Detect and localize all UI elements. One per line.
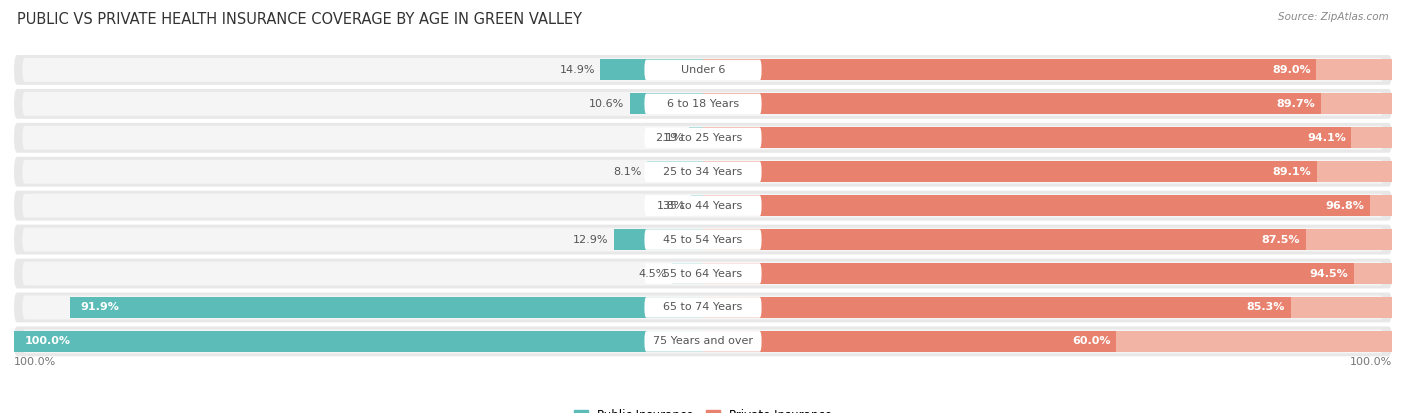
Bar xyxy=(690,195,703,216)
FancyBboxPatch shape xyxy=(644,93,762,114)
Text: 1.8%: 1.8% xyxy=(657,201,685,211)
Legend: Public Insurance, Private Insurance: Public Insurance, Private Insurance xyxy=(569,404,837,413)
Bar xyxy=(703,263,1392,284)
Bar xyxy=(703,331,1116,352)
Bar xyxy=(647,161,703,182)
Text: 94.1%: 94.1% xyxy=(1308,133,1346,143)
Bar xyxy=(703,127,1351,148)
Bar xyxy=(703,59,1392,81)
Bar xyxy=(703,331,1392,352)
Text: 2.1%: 2.1% xyxy=(655,133,683,143)
Text: 75 Years and over: 75 Years and over xyxy=(652,336,754,347)
FancyBboxPatch shape xyxy=(22,194,1384,218)
FancyBboxPatch shape xyxy=(644,229,762,250)
Text: 25 to 34 Years: 25 to 34 Years xyxy=(664,167,742,177)
FancyBboxPatch shape xyxy=(14,55,1392,85)
Text: 14.9%: 14.9% xyxy=(560,65,595,75)
Text: 100.0%: 100.0% xyxy=(24,336,70,347)
Bar xyxy=(14,331,703,352)
FancyBboxPatch shape xyxy=(14,225,1392,254)
FancyBboxPatch shape xyxy=(14,292,1392,323)
Text: 12.9%: 12.9% xyxy=(574,235,609,244)
Text: 100.0%: 100.0% xyxy=(1350,357,1392,368)
Text: 10.6%: 10.6% xyxy=(589,99,624,109)
FancyBboxPatch shape xyxy=(22,296,1384,319)
FancyBboxPatch shape xyxy=(644,195,762,216)
Bar xyxy=(600,59,703,81)
Text: Under 6: Under 6 xyxy=(681,65,725,75)
FancyBboxPatch shape xyxy=(22,330,1384,354)
Text: 94.5%: 94.5% xyxy=(1310,268,1348,278)
Bar xyxy=(703,161,1392,182)
FancyBboxPatch shape xyxy=(644,331,762,352)
Text: 60.0%: 60.0% xyxy=(1073,336,1111,347)
Bar xyxy=(70,297,703,318)
FancyBboxPatch shape xyxy=(644,263,762,284)
FancyBboxPatch shape xyxy=(22,228,1384,252)
Text: 89.0%: 89.0% xyxy=(1272,65,1310,75)
Bar xyxy=(703,297,1291,318)
Bar xyxy=(703,297,1392,318)
Text: 45 to 54 Years: 45 to 54 Years xyxy=(664,235,742,244)
Text: 19 to 25 Years: 19 to 25 Years xyxy=(664,133,742,143)
Text: Source: ZipAtlas.com: Source: ZipAtlas.com xyxy=(1278,12,1389,22)
Bar xyxy=(614,229,703,250)
FancyBboxPatch shape xyxy=(22,92,1384,116)
FancyBboxPatch shape xyxy=(644,59,762,80)
FancyBboxPatch shape xyxy=(14,191,1392,221)
Bar xyxy=(689,127,703,148)
Bar xyxy=(703,59,1316,81)
Text: 6 to 18 Years: 6 to 18 Years xyxy=(666,99,740,109)
FancyBboxPatch shape xyxy=(14,259,1392,288)
Text: 85.3%: 85.3% xyxy=(1247,302,1285,313)
Bar xyxy=(703,263,1354,284)
Text: 8.1%: 8.1% xyxy=(613,167,641,177)
Bar xyxy=(703,127,1392,148)
Text: 4.5%: 4.5% xyxy=(638,268,666,278)
Text: 91.9%: 91.9% xyxy=(80,302,120,313)
Bar xyxy=(703,195,1369,216)
FancyBboxPatch shape xyxy=(22,261,1384,285)
FancyBboxPatch shape xyxy=(644,297,762,318)
FancyBboxPatch shape xyxy=(644,128,762,148)
FancyBboxPatch shape xyxy=(14,157,1392,187)
FancyBboxPatch shape xyxy=(14,89,1392,119)
Text: 89.1%: 89.1% xyxy=(1272,167,1312,177)
Text: 35 to 44 Years: 35 to 44 Years xyxy=(664,201,742,211)
Text: 89.7%: 89.7% xyxy=(1277,99,1316,109)
Bar xyxy=(703,93,1392,114)
FancyBboxPatch shape xyxy=(22,160,1384,184)
Bar xyxy=(703,195,1392,216)
Text: 96.8%: 96.8% xyxy=(1326,201,1364,211)
FancyBboxPatch shape xyxy=(14,123,1392,153)
Text: 100.0%: 100.0% xyxy=(14,357,56,368)
Bar xyxy=(630,93,703,114)
FancyBboxPatch shape xyxy=(644,161,762,182)
Bar xyxy=(703,229,1392,250)
FancyBboxPatch shape xyxy=(14,326,1392,356)
Bar xyxy=(703,161,1317,182)
FancyBboxPatch shape xyxy=(22,126,1384,150)
Text: 87.5%: 87.5% xyxy=(1261,235,1301,244)
Text: PUBLIC VS PRIVATE HEALTH INSURANCE COVERAGE BY AGE IN GREEN VALLEY: PUBLIC VS PRIVATE HEALTH INSURANCE COVER… xyxy=(17,12,582,27)
Bar xyxy=(703,229,1306,250)
Text: 65 to 74 Years: 65 to 74 Years xyxy=(664,302,742,313)
Text: 55 to 64 Years: 55 to 64 Years xyxy=(664,268,742,278)
Bar xyxy=(703,93,1322,114)
FancyBboxPatch shape xyxy=(22,58,1384,82)
Bar xyxy=(672,263,703,284)
